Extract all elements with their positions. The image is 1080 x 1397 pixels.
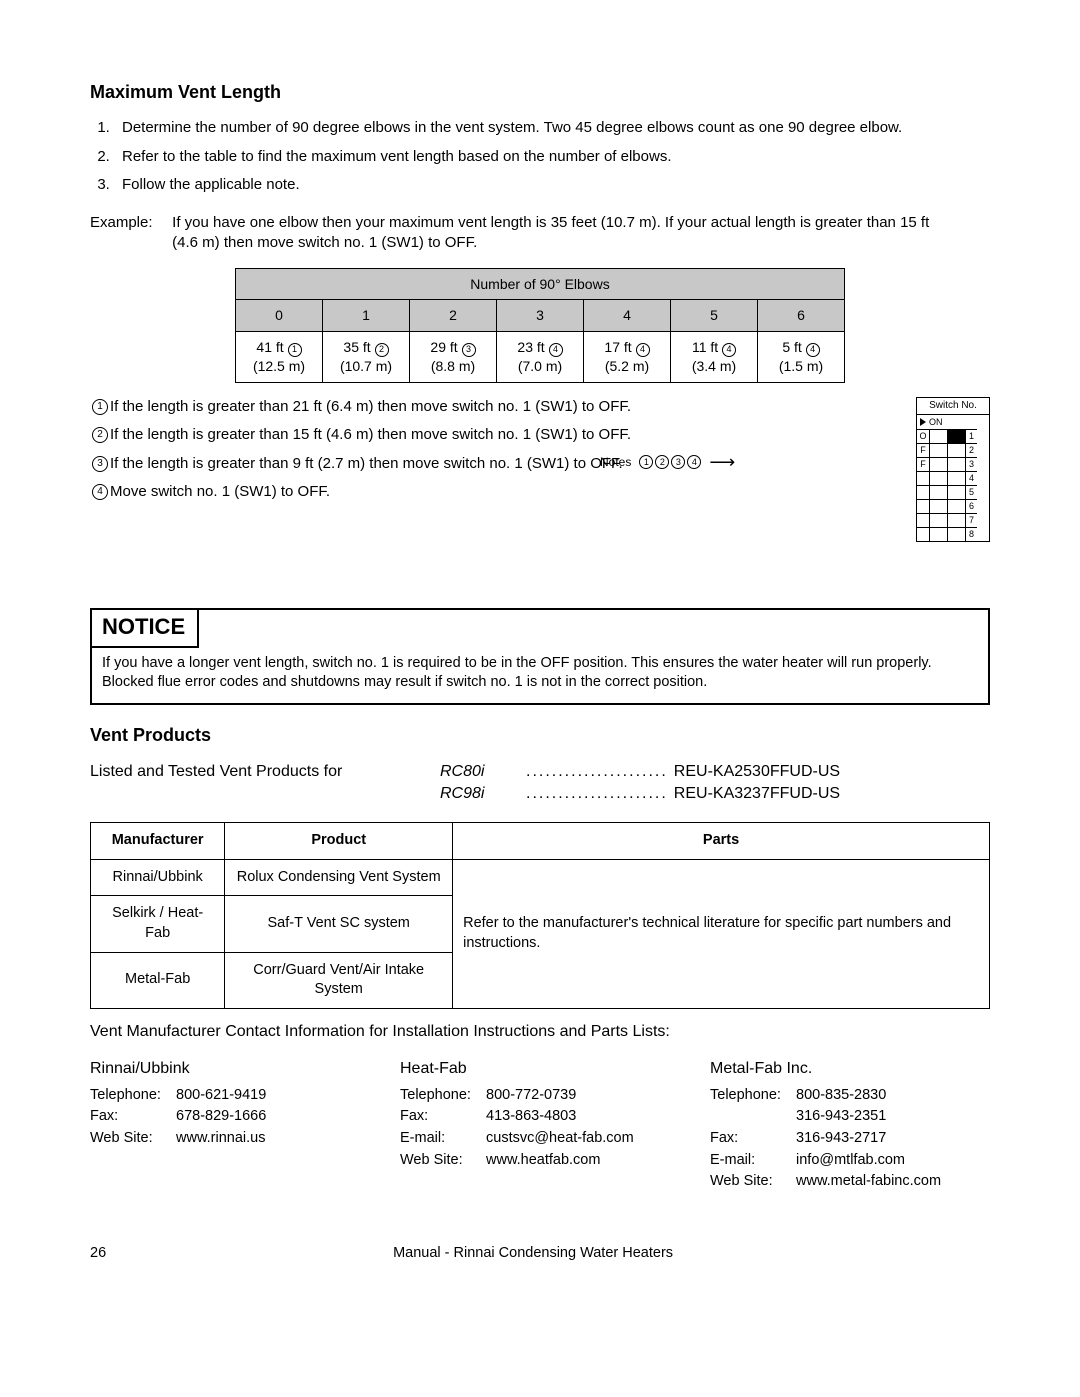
elbow-cell: 35 ft 2(10.7 m) — [323, 332, 410, 383]
contact-field-value: 316-943-2351 — [796, 1107, 886, 1127]
notes-circled-refs: 1234 — [639, 455, 701, 469]
note-text: If the length is greater than 15 ft (4.6… — [110, 425, 722, 445]
contact-field-label: E-mail: — [400, 1129, 486, 1149]
contact-field-value: www.heatfab.com — [486, 1151, 600, 1171]
contact-company-name: Rinnai/Ubbink — [90, 1058, 370, 1080]
products-cell: Rinnai/Ubbink — [91, 859, 225, 896]
products-th-prod: Product — [225, 823, 453, 860]
note-marker: 4 — [90, 482, 110, 502]
products-cell: Saf-T Vent SC system — [225, 896, 453, 952]
products-parts-cell: Refer to the manufacturer's technical li… — [453, 859, 990, 1008]
contact-field-value: info@mtlfab.com — [796, 1151, 905, 1171]
elbow-col-header: 6 — [758, 300, 845, 332]
footer-title: Manual - Rinnai Condensing Water Heaters — [393, 1244, 673, 1264]
contact-field-value: 316-943-2717 — [796, 1129, 886, 1149]
section-title-vent-products: Vent Products — [90, 723, 990, 747]
contact-field-value: www.metal-fabinc.com — [796, 1172, 941, 1192]
contact-field-label: Fax: — [710, 1129, 796, 1149]
contact-field-label: Telephone: — [90, 1086, 176, 1106]
elbow-col-header: 2 — [410, 300, 497, 332]
contact-field-value: 413-863-4803 — [486, 1107, 576, 1127]
dot-leader: ...................... — [526, 761, 668, 783]
example-text: If you have one elbow then your maximum … — [172, 213, 952, 254]
elbow-cell: 41 ft 1(12.5 m) — [236, 332, 323, 383]
contact-field-label: Web Site: — [400, 1151, 486, 1171]
notice-body: If you have a longer vent length, switch… — [92, 648, 988, 703]
contact-field-value: www.rinnai.us — [176, 1129, 265, 1149]
note-text: Move switch no. 1 (SW1) to OFF. — [110, 482, 722, 502]
products-cell: Rolux Condensing Vent System — [225, 859, 453, 896]
note-marker: 3 — [90, 454, 110, 474]
contact-field-label: E-mail: — [710, 1151, 796, 1171]
elbow-cell: 5 ft 4(1.5 m) — [758, 332, 845, 383]
contact-heading: Vent Manufacturer Contact Information fo… — [90, 1021, 990, 1043]
elbow-col-header: 1 — [323, 300, 410, 332]
elbow-col-header: 5 — [671, 300, 758, 332]
elbow-cell: 29 ft 3(8.8 m) — [410, 332, 497, 383]
notice-heading: NOTICE — [90, 608, 199, 648]
contact-field-label: Telephone: — [400, 1086, 486, 1106]
listed-code: REU-KA3237FFUD-US — [674, 783, 840, 805]
products-th-mfr: Manufacturer — [91, 823, 225, 860]
contact-field-label — [710, 1107, 796, 1127]
page-number: 26 — [90, 1244, 106, 1264]
notice-box: NOTICE If you have a longer vent length,… — [90, 608, 990, 705]
elbow-cell: 17 ft 4(5.2 m) — [584, 332, 671, 383]
page-footer: 26 Manual - Rinnai Condensing Water Heat… — [90, 1244, 990, 1264]
contact-field-value: 678-829-1666 — [176, 1107, 266, 1127]
products-cell: Metal-Fab — [91, 952, 225, 1008]
contact-field-label: Telephone: — [710, 1086, 796, 1106]
contact-field-label: Web Site: — [710, 1172, 796, 1192]
elbow-col-header: 0 — [236, 300, 323, 332]
step-item: Follow the applicable note. — [114, 175, 990, 195]
products-table: Manufacturer Product Parts Rinnai/Ubbink… — [90, 822, 990, 1008]
elbow-cell: 11 ft 4(3.4 m) — [671, 332, 758, 383]
example-label: Example: — [90, 213, 168, 233]
contact-field-label: Fax: — [400, 1107, 486, 1127]
elbow-col-header: 4 — [584, 300, 671, 332]
contact-field-label: Fax: — [90, 1107, 176, 1127]
contact-field-value: 800-835-2830 — [796, 1086, 886, 1106]
note-text: If the length is greater than 21 ft (6.4… — [110, 397, 722, 417]
contact-field-value: custsvc@heat-fab.com — [486, 1129, 634, 1149]
contact-field-label: Web Site: — [90, 1129, 176, 1149]
contacts-block: Rinnai/UbbinkTelephone:800-621-9419Fax:6… — [90, 1058, 990, 1193]
contact-company-name: Metal-Fab Inc. — [710, 1058, 990, 1080]
step-item: Determine the number of 90 degree elbows… — [114, 118, 990, 138]
products-cell: Corr/Guard Vent/Air Intake System — [225, 952, 453, 1008]
listed-products: Listed and Tested Vent Products for RC80… — [90, 761, 990, 804]
elbow-col-header: 3 — [497, 300, 584, 332]
listed-code: REU-KA2530FFUD-US — [674, 761, 840, 783]
note-marker: 2 — [90, 425, 110, 445]
products-th-parts: Parts — [453, 823, 990, 860]
dip-switch-title: Switch No. — [917, 398, 989, 415]
elbow-cell: 23 ft 4(7.0 m) — [497, 332, 584, 383]
elbow-table: Number of 90° Elbows 0123456 41 ft 1(12.… — [235, 268, 845, 384]
arrow-right-icon: ⟶ — [709, 450, 735, 474]
notes-label: Notes — [600, 454, 631, 470]
listed-model: RC98i — [440, 783, 520, 805]
contact-field-value: 800-621-9419 — [176, 1086, 266, 1106]
steps-list: Determine the number of 90 degree elbows… — [114, 118, 990, 195]
contact-field-value: 800-772-0739 — [486, 1086, 576, 1106]
step-item: Refer to the table to find the maximum v… — [114, 147, 990, 167]
dot-leader: ...................... — [526, 783, 668, 805]
arrow-right-icon — [920, 418, 926, 426]
products-cell: Selkirk / Heat-Fab — [91, 896, 225, 952]
example-block: Example: If you have one elbow then your… — [90, 213, 990, 254]
listed-model: RC80i — [440, 761, 520, 783]
dip-switch-diagram: Switch No. ON O1F2F345678 — [916, 397, 990, 542]
section-title-max-vent: Maximum Vent Length — [90, 80, 990, 104]
contact-company-name: Heat-Fab — [400, 1058, 680, 1080]
elbow-table-header: Number of 90° Elbows — [236, 268, 845, 300]
dip-on-label: ON — [929, 416, 943, 428]
listed-lead: Listed and Tested Vent Products for — [90, 761, 440, 783]
note-marker: 1 — [90, 397, 110, 417]
